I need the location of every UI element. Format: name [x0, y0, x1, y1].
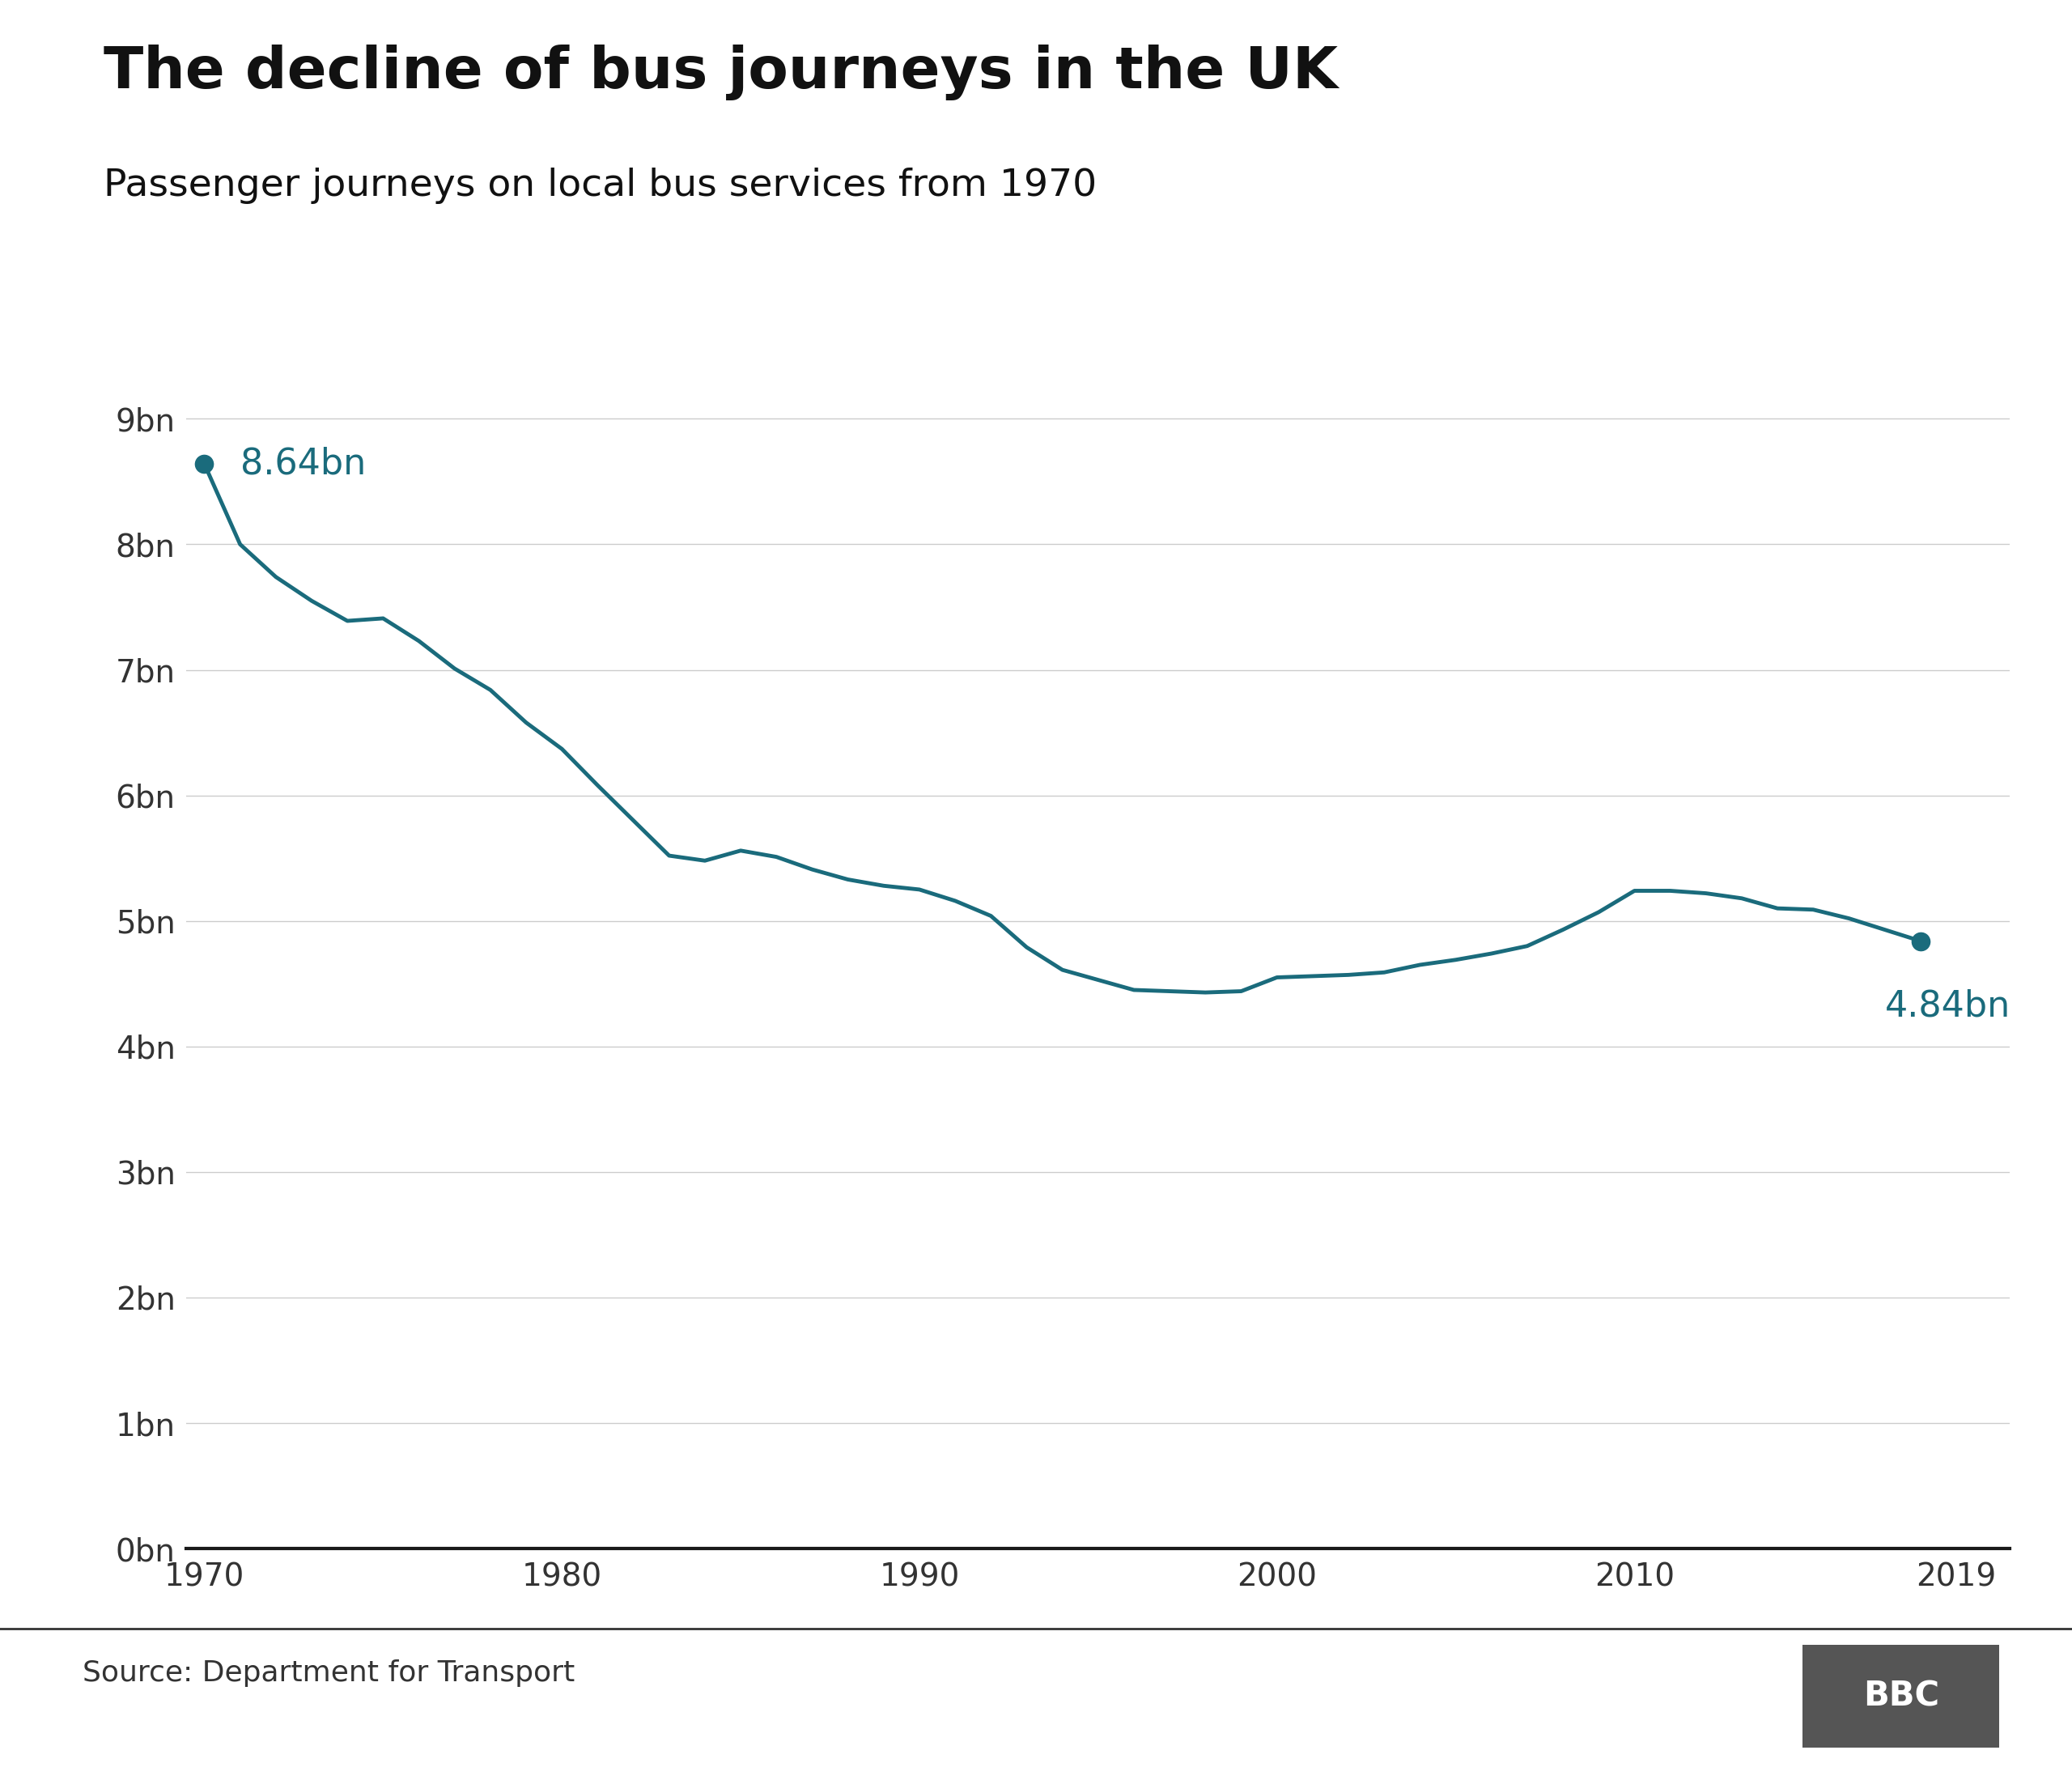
Text: 8.64bn: 8.64bn [240, 447, 367, 481]
Text: Source: Department for Transport: Source: Department for Transport [83, 1659, 576, 1687]
Text: The decline of bus journeys in the UK: The decline of bus journeys in the UK [104, 44, 1339, 100]
Text: 4.84bn: 4.84bn [1886, 990, 2010, 1023]
Text: Passenger journeys on local bus services from 1970: Passenger journeys on local bus services… [104, 167, 1096, 203]
Text: BBC: BBC [1863, 1679, 1939, 1714]
